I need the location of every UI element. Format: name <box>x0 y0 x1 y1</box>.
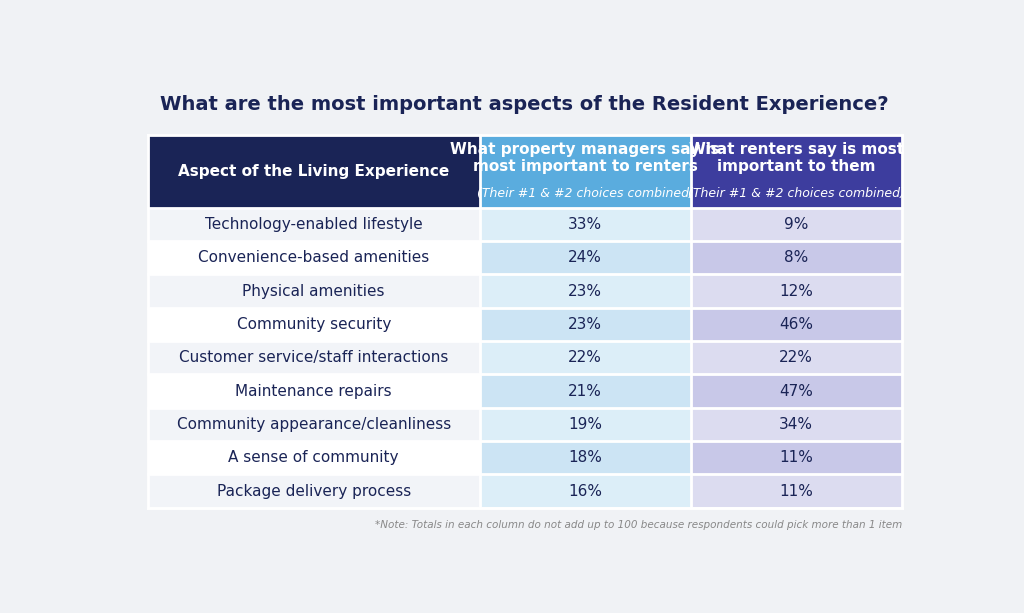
Text: 18%: 18% <box>568 451 602 465</box>
Bar <box>690 408 902 441</box>
Text: Package delivery process: Package delivery process <box>217 484 411 498</box>
Bar <box>147 408 479 441</box>
Text: 24%: 24% <box>568 250 602 265</box>
Text: 21%: 21% <box>568 384 602 398</box>
Bar <box>147 308 479 341</box>
Text: *Note: Totals in each column do not add up to 100 because respondents could pick: *Note: Totals in each column do not add … <box>375 520 902 530</box>
Bar <box>690 135 902 208</box>
Text: 19%: 19% <box>568 417 602 432</box>
Text: (Their #1 & #2 choices combined): (Their #1 & #2 choices combined) <box>688 187 904 200</box>
Text: What renters say is most
important to them: What renters say is most important to th… <box>689 142 904 174</box>
Text: (Their #1 & #2 choices combined): (Their #1 & #2 choices combined) <box>477 187 693 200</box>
Bar <box>147 135 479 208</box>
Text: 8%: 8% <box>784 250 808 265</box>
Bar <box>479 441 690 474</box>
Bar <box>690 308 902 341</box>
Bar <box>690 441 902 474</box>
Bar <box>690 474 902 508</box>
Text: 33%: 33% <box>568 217 602 232</box>
Text: 9%: 9% <box>784 217 808 232</box>
Bar <box>479 341 690 375</box>
Bar <box>147 441 479 474</box>
Bar <box>147 275 479 308</box>
Text: 11%: 11% <box>779 484 813 498</box>
Text: 22%: 22% <box>568 350 602 365</box>
Text: What property managers say is
most important to renters: What property managers say is most impor… <box>451 142 720 174</box>
Text: 23%: 23% <box>568 284 602 299</box>
Bar <box>690 375 902 408</box>
Text: 46%: 46% <box>779 317 813 332</box>
Bar <box>479 241 690 275</box>
Bar <box>479 408 690 441</box>
Bar <box>690 275 902 308</box>
Text: 12%: 12% <box>779 284 813 299</box>
Bar <box>479 375 690 408</box>
Bar <box>147 241 479 275</box>
Text: Aspect of the Living Experience: Aspect of the Living Experience <box>178 164 450 179</box>
Bar <box>690 341 902 375</box>
Text: A sense of community: A sense of community <box>228 451 399 465</box>
Text: Physical amenities: Physical amenities <box>243 284 385 299</box>
Bar <box>479 474 690 508</box>
Bar <box>479 308 690 341</box>
Text: 47%: 47% <box>779 384 813 398</box>
Bar <box>479 275 690 308</box>
Text: Convenience-based amenities: Convenience-based amenities <box>198 250 429 265</box>
Bar <box>690 208 902 241</box>
Text: What are the most important aspects of the Resident Experience?: What are the most important aspects of t… <box>161 95 889 114</box>
Bar <box>147 474 479 508</box>
Text: Technology-enabled lifestyle: Technology-enabled lifestyle <box>205 217 423 232</box>
Bar <box>147 375 479 408</box>
Text: 11%: 11% <box>779 451 813 465</box>
Bar <box>479 208 690 241</box>
Text: Customer service/staff interactions: Customer service/staff interactions <box>179 350 449 365</box>
Bar <box>690 241 902 275</box>
Text: Community security: Community security <box>237 317 391 332</box>
Text: 16%: 16% <box>568 484 602 498</box>
Text: 34%: 34% <box>779 417 813 432</box>
Text: Community appearance/cleanliness: Community appearance/cleanliness <box>176 417 451 432</box>
Bar <box>147 341 479 375</box>
Text: 22%: 22% <box>779 350 813 365</box>
Text: Maintenance repairs: Maintenance repairs <box>236 384 392 398</box>
Bar <box>479 135 690 208</box>
Text: 23%: 23% <box>568 317 602 332</box>
Bar <box>147 208 479 241</box>
